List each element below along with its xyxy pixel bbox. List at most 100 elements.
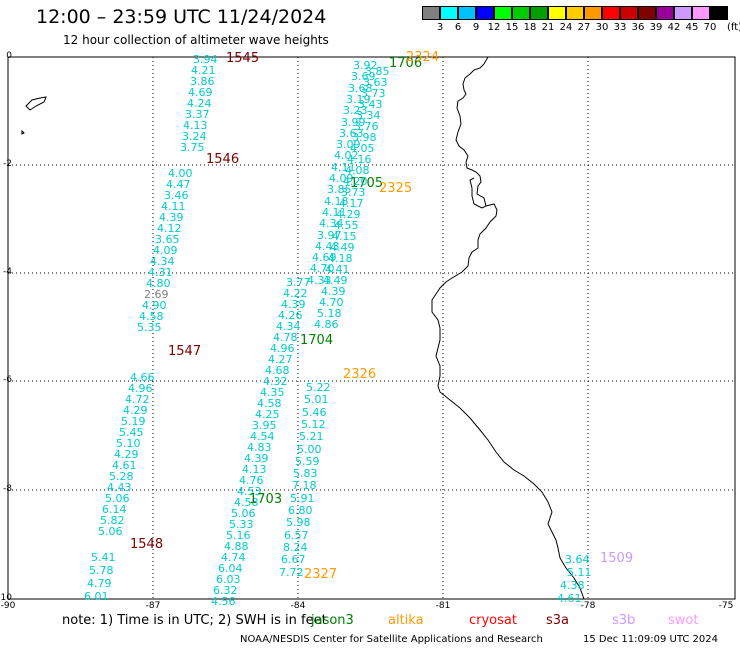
swh-value: 8.24	[283, 541, 308, 554]
legend-swot: swot	[668, 613, 699, 628]
pass-time-label: 1548	[130, 537, 164, 552]
swh-value: 4.18	[324, 195, 349, 208]
swh-value: 4.15	[332, 230, 357, 243]
swh-value: 5.98	[286, 516, 311, 529]
swh-value: 2.69	[144, 288, 169, 301]
legend-altika: altika	[388, 613, 424, 628]
map-subtitle: 12 hour collection of altimeter wave hei…	[63, 33, 329, 47]
swh-value: 4.34	[276, 320, 301, 333]
swh-value: 4.74	[221, 551, 246, 564]
lon-tick-label: -81	[435, 601, 451, 611]
swh-value: 4.25	[255, 408, 280, 421]
swh-value: 3.23	[343, 104, 368, 117]
swh-value: 3.86	[190, 75, 215, 88]
swh-value: 4.70	[319, 296, 344, 309]
footer-date: 15 Dec 11:09:09 UTC 2024	[583, 634, 718, 645]
colorbar-swatch	[440, 6, 458, 20]
colorbar-swatch	[638, 6, 656, 20]
pass-time-label: 1546	[206, 152, 240, 167]
swh-value: 5.00	[297, 443, 322, 456]
swh-value: 4.09	[329, 172, 354, 185]
colorbar-swatch	[494, 6, 512, 20]
footer-credit: NOAA/NESDIS Center for Satellite Applica…	[240, 634, 543, 645]
swh-value: 4.86	[314, 318, 339, 331]
swh-value: 4.29	[114, 448, 139, 461]
swh-value: 3.63	[363, 76, 388, 89]
swh-value: 5.06	[98, 525, 123, 538]
swh-value: 3.19	[346, 93, 371, 106]
colorbar-tick-label: 70	[703, 22, 717, 33]
swh-value: 4.31	[148, 266, 173, 279]
swh-value: 4.16	[347, 153, 372, 166]
swh-value: 4.27	[268, 353, 293, 366]
swh-value: 5.59	[295, 455, 320, 468]
colorbar-swatch	[620, 6, 638, 20]
colorbar-swatch	[512, 6, 530, 20]
lat-tick-label: -4	[3, 267, 12, 277]
colorbar-tick-label: 33	[613, 22, 627, 33]
swh-value: 6.04	[218, 562, 243, 575]
colorbar-tick-label: 24	[559, 22, 573, 33]
swh-value: 5.22	[306, 381, 331, 394]
swh-value: 4.33	[307, 274, 332, 287]
colorbar-tick-label: 36	[631, 22, 645, 33]
swh-value: 4.24	[187, 97, 212, 110]
swh-value: 6.03	[216, 573, 241, 586]
swh-value: 5.18	[317, 307, 342, 320]
swh-value: 4.29	[336, 208, 361, 221]
swh-value: 6.32	[213, 584, 238, 597]
swh-value: 4.61	[112, 459, 137, 472]
colorbar-tick-label: 12	[487, 22, 501, 33]
swh-value: 4.78	[273, 331, 298, 344]
colorbar-swatch	[476, 6, 494, 20]
swh-value: 6.80	[288, 504, 313, 517]
colorbar-tick-label: 15	[505, 22, 519, 33]
lon-tick-label: -84	[290, 601, 306, 611]
colorbar-swatch	[602, 6, 620, 20]
swh-value: 5.11	[567, 566, 592, 579]
swh-value: 4.41	[325, 263, 350, 276]
swh-value: 4.55	[334, 219, 359, 232]
swh-value: 4.83	[247, 441, 272, 454]
colorbar-swatch	[584, 6, 602, 20]
swh-value: 3.92	[353, 59, 378, 72]
swh-value: 4.76	[239, 474, 264, 487]
swh-value: 3.76	[354, 120, 379, 133]
swh-value: 4.58	[234, 496, 259, 509]
lon-tick-label: -87	[145, 601, 161, 611]
swh-value: 4.47	[166, 178, 191, 191]
map-note: note: 1) Time is in UTC; 2) SWH is in fe…	[62, 613, 327, 628]
pass-time-label: 2326	[343, 367, 377, 382]
swh-value: 4.32	[263, 375, 288, 388]
swh-value: 5.33	[229, 518, 254, 531]
swh-value: 4.13	[183, 119, 208, 132]
swh-value: 4.88	[224, 540, 249, 553]
swh-value: 5.45	[119, 426, 144, 439]
swh-value: 6.67	[281, 553, 306, 566]
swh-value: 4.43	[315, 240, 340, 253]
swh-value: 5.91	[290, 492, 315, 505]
swh-value: 3.69	[351, 70, 376, 83]
swh-value: 3.09	[336, 138, 361, 151]
swh-value: 4.96	[270, 342, 295, 355]
legend-cryosat: cryosat	[469, 613, 517, 628]
swh-value: 4.61	[557, 592, 582, 605]
swh-value: 3.94	[193, 53, 218, 66]
swh-value: 3.37	[185, 108, 210, 121]
swh-value: 4.35	[260, 386, 285, 399]
swh-value: 5.01	[304, 393, 329, 406]
swh-value: 3.98	[352, 131, 377, 144]
swh-value: 4.11	[331, 161, 356, 174]
swh-value: 4.56	[211, 595, 236, 608]
colorbar-tick-label: 18	[523, 22, 537, 33]
swh-value: 3.64	[565, 553, 590, 566]
swh-value: 5.82	[100, 514, 125, 527]
swh-value: 4.08	[345, 164, 370, 177]
swh-value: 3.65	[155, 233, 180, 246]
swh-value: 7.72	[279, 566, 304, 579]
swh-value: 3.75	[180, 141, 205, 154]
pass-time-label: 2324	[406, 50, 440, 65]
swh-value: 4.39	[321, 285, 346, 298]
swh-value: 3.34	[356, 109, 381, 122]
